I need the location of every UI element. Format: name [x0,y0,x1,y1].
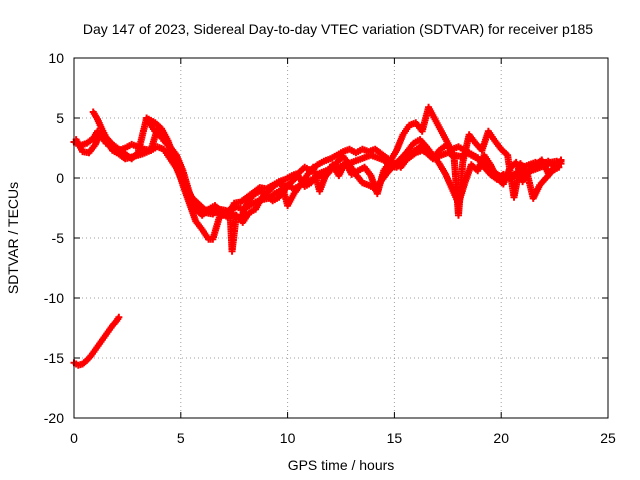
y-tick-label: -10 [44,290,64,306]
data-point [460,181,468,189]
data-point [318,158,326,166]
data-point [490,135,498,143]
data-point [555,158,563,166]
data-point [163,135,171,143]
x-tick-label: 0 [70,430,78,446]
data-point [269,183,277,191]
x-tick-label: 25 [600,430,616,446]
y-tick-label: -20 [44,410,64,426]
data-point [351,168,359,176]
data-point [436,125,444,133]
data-point [331,152,339,160]
data-point [242,201,250,209]
data-point [286,173,294,181]
data-point [191,215,199,223]
data-point [90,142,98,150]
x-tick-label: 15 [387,430,403,446]
data-point [447,183,455,191]
data-point [398,133,406,141]
data-point [366,170,374,178]
y-tick-label: 10 [48,50,64,66]
data-point [289,192,297,200]
data-point [170,153,178,161]
data-point [358,154,366,162]
data-point [344,159,352,167]
x-tick-label: 10 [280,430,296,446]
data-point [94,342,102,350]
y-axis-label: SDTVAR / TECUs [5,182,21,294]
y-tick-label: 5 [56,110,64,126]
data-point [371,153,379,161]
data-point [220,206,228,214]
data-point [101,131,109,139]
data-point [132,150,140,158]
x-tick-label: 20 [493,430,509,446]
y-tick-label: 0 [56,170,64,186]
data-point [441,169,449,177]
data-point [182,183,190,191]
data-point [90,348,98,356]
x-tick-label: 5 [177,430,185,446]
data-point [363,180,371,188]
data-points [70,103,565,369]
data-point [83,148,91,156]
y-tick-label: -15 [44,350,64,366]
data-point [98,336,106,344]
axis-ticks [73,57,609,419]
data-point [324,156,332,164]
data-point [114,315,122,323]
x-axis-label: GPS time / hours [288,457,395,473]
data-point [149,118,157,126]
data-point [197,224,205,232]
data-point [485,159,493,167]
data-point [234,198,242,206]
data-point [81,140,89,148]
data-point [535,183,543,191]
data-point [201,207,209,215]
data-point [92,113,100,121]
data-point [430,113,438,121]
data-point [176,167,184,175]
data-point [269,191,277,199]
data-point [103,330,111,338]
data-point [443,137,451,145]
data-point [76,361,84,369]
data-point [260,190,268,198]
data-point [97,123,105,131]
tick-labels: 0 5 10 15 20 25 -20 -15 -10 -5 0 5 10 [44,50,616,446]
data-point [540,176,548,184]
y-tick-label: -5 [52,230,65,246]
chart-title: Day 147 of 2023, Sidereal Day-to-day VTE… [83,21,593,37]
data-point [502,150,510,158]
data-point [385,159,393,167]
data-point [352,157,360,165]
data-point [86,353,94,361]
data-point [391,148,399,156]
data-point [107,324,115,332]
data-point [302,174,310,182]
